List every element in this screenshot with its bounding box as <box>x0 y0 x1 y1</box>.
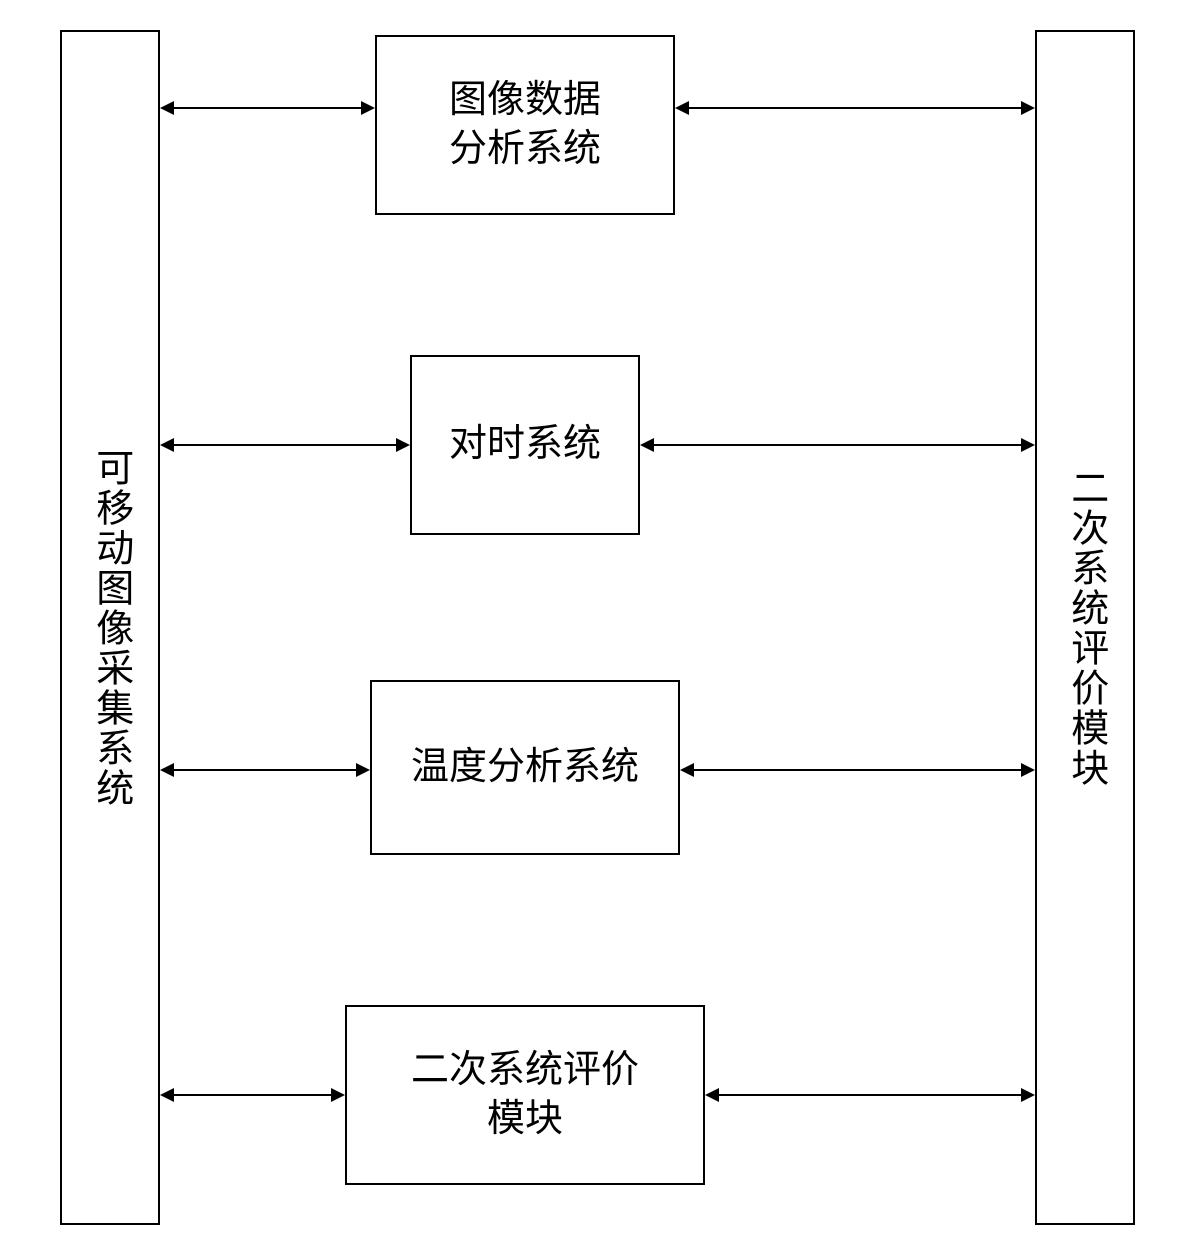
right-box-label: 二次系统评价模块 <box>1060 468 1109 788</box>
center-box-label: 图像数据 分析系统 <box>449 76 601 175</box>
flowchart-diagram: 可移动图像采集系统 二次系统评价模块 图像数据 分析系统 对时系统 温度分析系统… <box>0 0 1198 1256</box>
center-box-label: 温度分析系统 <box>411 743 639 792</box>
center-box-time-sync: 对时系统 <box>410 355 640 535</box>
left-box: 可移动图像采集系统 <box>60 30 160 1225</box>
center-box-label: 对时系统 <box>449 420 601 469</box>
center-box-image-analysis: 图像数据 分析系统 <box>375 35 675 215</box>
right-box: 二次系统评价模块 <box>1035 30 1135 1225</box>
left-box-label: 可移动图像采集系统 <box>85 448 134 808</box>
center-box-temp-analysis: 温度分析系统 <box>370 680 680 855</box>
center-box-eval-module: 二次系统评价 模块 <box>345 1005 705 1185</box>
center-box-label: 二次系统评价 模块 <box>411 1046 639 1145</box>
